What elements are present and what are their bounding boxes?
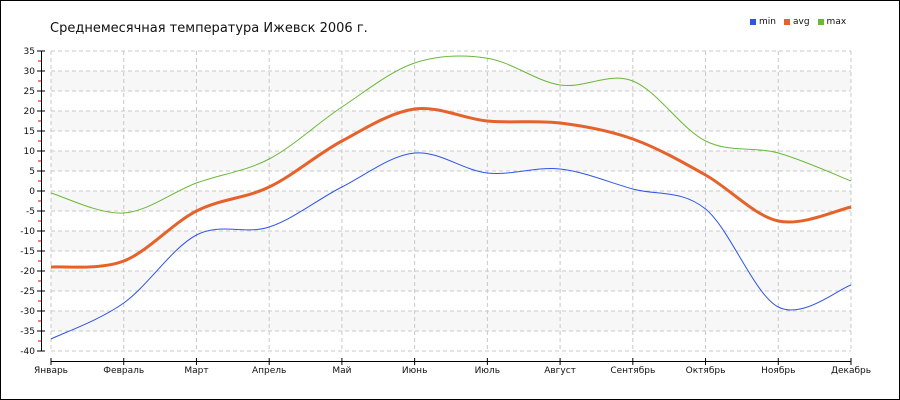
grid-band [51,111,851,131]
grid-band [51,71,851,91]
series-line-max [50,55,852,214]
series-line-min [50,152,852,340]
y-tick-label: 10 [24,147,36,157]
x-tick-label: Июнь [402,366,428,376]
y-tick-label: 30 [24,67,36,77]
x-tick-label: Сентябрь [610,366,655,376]
grid-band [51,311,851,331]
y-tick-label: 20 [24,107,36,117]
y-tick-label: -40 [20,347,35,357]
y-tick-label: 35 [24,47,35,57]
y-tick-label: 25 [24,87,35,97]
legend-label: max [826,17,847,27]
chart-title: Среднемесячная температура Ижевск 2006 г… [50,21,368,36]
y-tick-label: 0 [29,187,35,197]
y-tick-label: -25 [20,287,35,297]
y-tick-label: -5 [26,207,35,217]
legend-item-min: min [750,17,776,27]
grid-band [51,231,851,251]
x-tick-label: Май [332,366,351,376]
legend-item-avg: avg [783,17,810,27]
x-tick-label: Июль [475,366,500,376]
x-tick-label: Октябрь [686,366,726,376]
y-tick-label: -10 [20,227,35,237]
series-line-avg [50,106,852,269]
y-tick-label: 5 [29,167,35,177]
y-tick-label: -35 [20,327,35,337]
legend-label: min [759,17,776,27]
y-tick-label: -30 [20,307,35,317]
x-tick-label: Декабрь [831,366,871,376]
x-tick-label: Февраль [103,366,144,376]
legend-swatch [750,19,756,25]
x-tick-label: Август [544,366,576,376]
legend: min avg max [750,17,846,27]
legend-label: avg [792,17,810,27]
grid-band [51,271,851,291]
y-tick-label: -20 [20,267,35,277]
legend-swatch [783,19,790,25]
x-tick-label: Январь [34,366,68,376]
x-tick-label: Март [184,366,208,376]
y-tick-label: -15 [20,247,35,257]
x-tick-label: Апрель [252,366,286,376]
legend-item-max: max [817,17,847,27]
x-tick-label: Ноябрь [761,366,795,376]
grid-band [51,191,851,211]
y-tick-label: 15 [24,127,35,137]
legend-swatch [817,19,824,25]
